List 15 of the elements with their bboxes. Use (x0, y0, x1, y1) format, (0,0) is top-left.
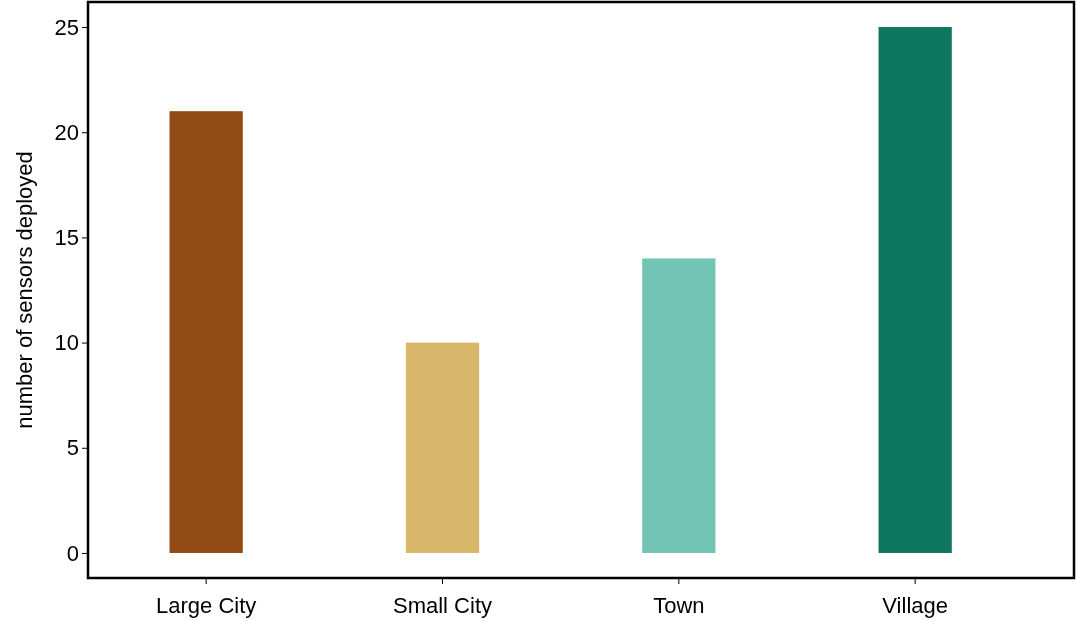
bar (405, 342, 480, 553)
x-tick-label: Large City (156, 593, 257, 619)
bar (642, 258, 716, 553)
x-tick-label: Small City (392, 593, 493, 619)
bar (169, 111, 243, 553)
x-tick-label: Village (882, 593, 948, 619)
y-tick-label: 10 (54, 330, 79, 356)
y-tick-label: 0 (66, 540, 79, 566)
y-tick-label: 5 (66, 435, 79, 461)
y-tick-label: 15 (54, 224, 79, 250)
y-tick-label: 25 (54, 14, 79, 40)
y-tick-label: 20 (54, 119, 79, 145)
bar (878, 27, 952, 553)
x-tick-label: Town (653, 593, 705, 619)
y-axis-title: number of sensors deployed (12, 151, 37, 429)
